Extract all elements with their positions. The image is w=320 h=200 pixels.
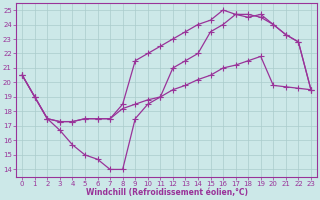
X-axis label: Windchill (Refroidissement éolien,°C): Windchill (Refroidissement éolien,°C) [85, 188, 248, 197]
